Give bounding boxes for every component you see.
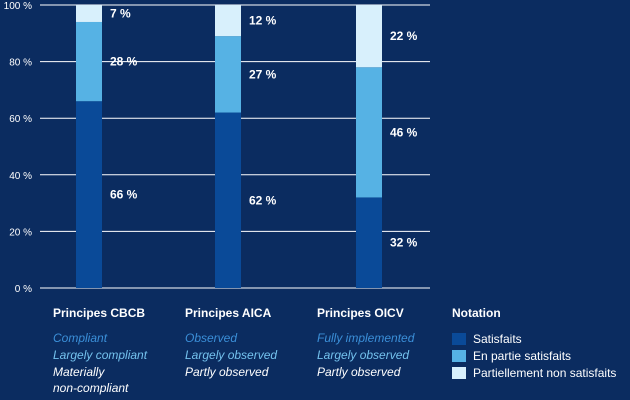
bar-segment <box>356 67 382 198</box>
legend-swatch <box>452 332 466 345</box>
data-label: 12 % <box>249 14 277 28</box>
y-tick-label: 0 % <box>15 284 32 295</box>
data-label: 66 % <box>110 188 138 202</box>
bar-segment <box>215 112 241 288</box>
stacked-bar-chart: 0 % 20 % 40 % 60 % 80 % 100 % 66 % 28 % 7 % 62 % 2… <box>4 1 430 295</box>
cbcb-rating-noncompliant: non-compliant <box>53 381 129 395</box>
data-label: 28 % <box>110 55 138 69</box>
y-tick-label: 80 % <box>9 58 32 69</box>
cbcb-rating-largely: Largely compliant <box>53 348 148 362</box>
oicv-rating-partly: Partly observed <box>317 365 401 379</box>
cbcb-rating-materially: Materially <box>53 365 105 379</box>
data-label: 62 % <box>249 193 277 207</box>
bar-segment <box>356 5 382 68</box>
bar-segment <box>215 5 241 37</box>
legend-item-en-partie: En partie satisfaits <box>452 347 571 364</box>
aica-rating-largely: Largely observed <box>185 348 278 362</box>
oicv-rating-fully: Fully implemented <box>317 331 415 345</box>
legend-swatch <box>452 349 466 362</box>
y-tick-label: 60 % <box>9 114 32 125</box>
aica-rating-partly: Partly observed <box>185 365 269 379</box>
bar-segment <box>215 36 241 113</box>
oicv-rating-largely: Largely observed <box>317 348 410 362</box>
data-label: 7 % <box>110 6 131 20</box>
category-heading-cbcb: Principes CBCB <box>53 306 146 320</box>
y-tick-label: 40 % <box>9 171 32 182</box>
y-tick-label: 100 % <box>4 1 32 12</box>
bar-segment <box>356 197 382 288</box>
cbcb-rating-compliant: Compliant <box>53 331 108 345</box>
bar-segment <box>76 5 102 22</box>
legend-item-partiellement: Partiellement non satisfaits <box>452 364 616 381</box>
data-label: 32 % <box>390 236 418 250</box>
category-heading-aica: Principes AICA <box>185 306 272 320</box>
legend-label: Partiellement non satisfaits <box>473 365 617 380</box>
bar-segment <box>76 21 102 102</box>
data-label: 22 % <box>390 29 418 43</box>
legend-title: Notation <box>452 306 501 320</box>
data-label: 46 % <box>390 125 418 139</box>
legend-label: Satisfaits <box>473 331 522 346</box>
y-tick-label: 20 % <box>9 227 32 238</box>
data-label: 27 % <box>249 67 277 81</box>
category-heading-oicv: Principes OICV <box>317 306 404 320</box>
legend-item-satisfaits: Satisfaits <box>452 330 522 347</box>
aica-rating-observed: Observed <box>185 331 238 345</box>
legend-swatch <box>452 366 466 379</box>
bar-segment <box>76 101 102 288</box>
legend-label: En partie satisfaits <box>473 348 572 363</box>
